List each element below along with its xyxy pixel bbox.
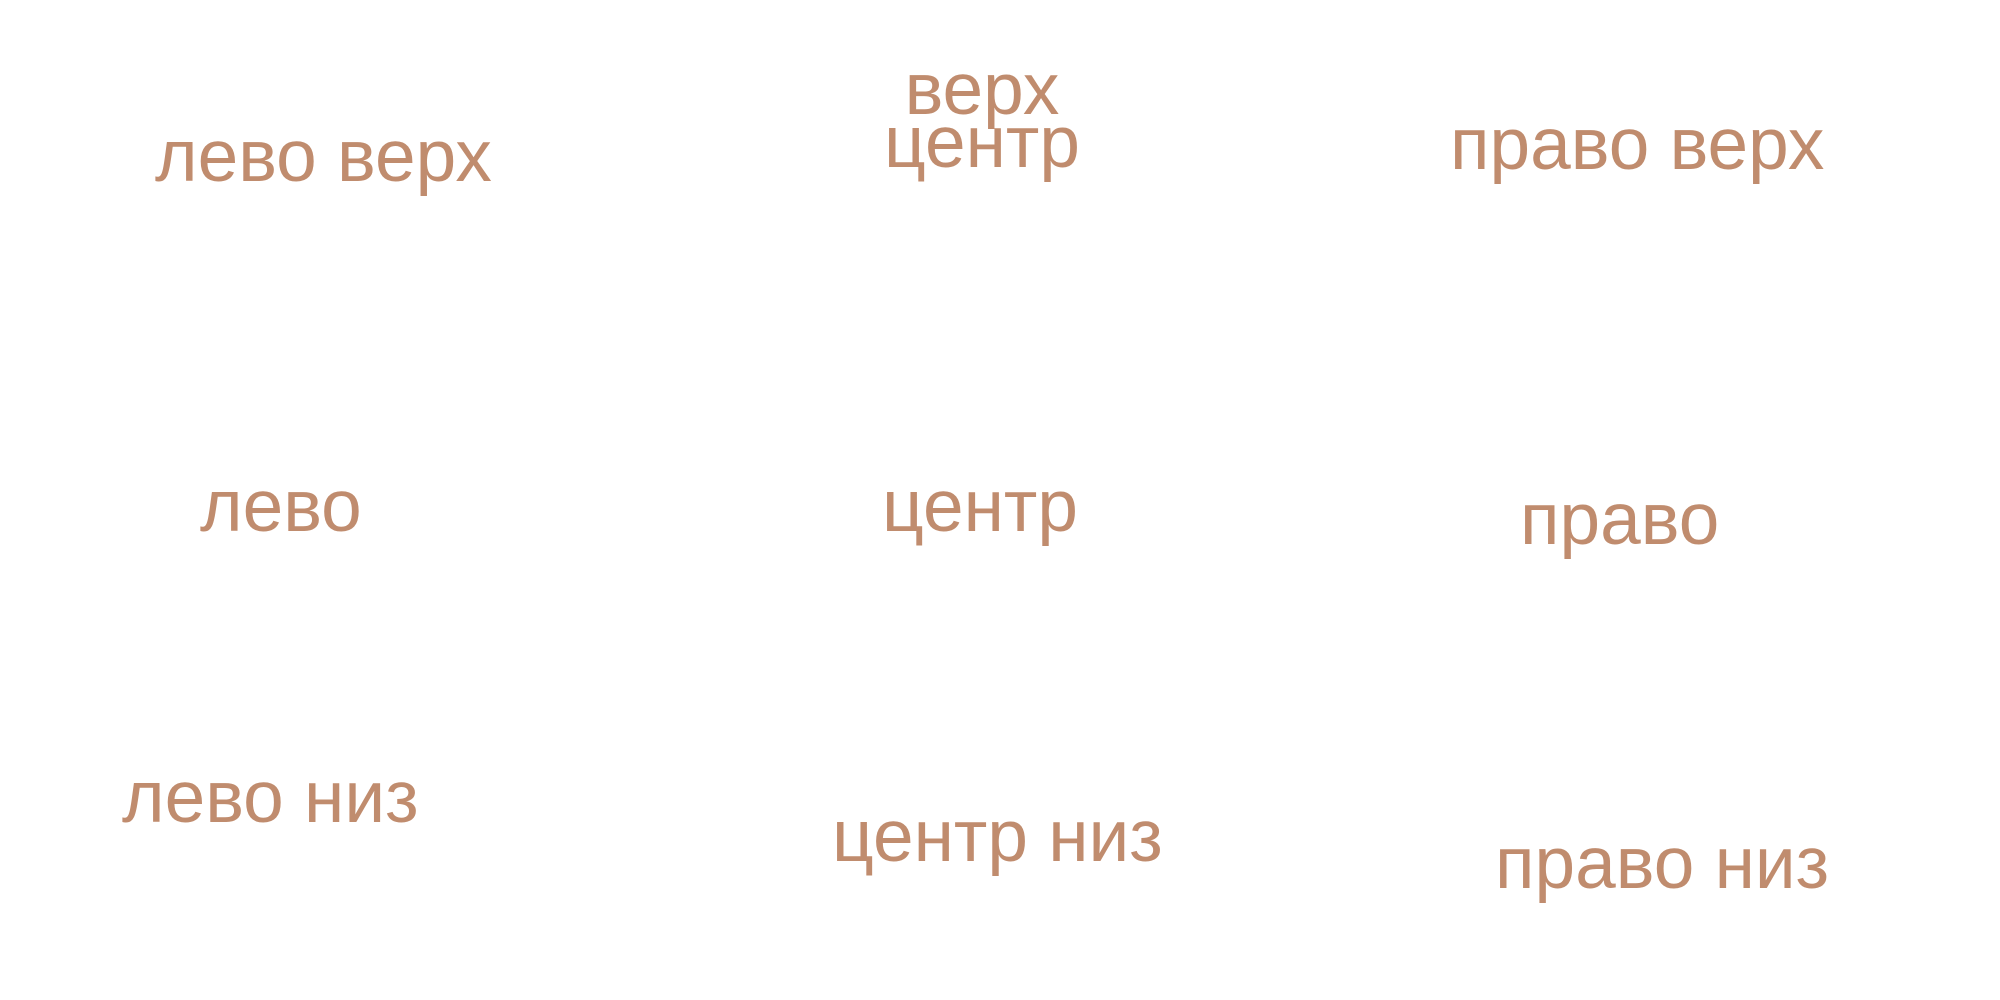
label-right-top: право верх: [1450, 104, 1825, 185]
label-left: лево: [200, 466, 362, 547]
label-center: центр: [882, 466, 1078, 547]
label-center-top: верх центр: [877, 49, 1087, 183]
label-left-top: лево верх: [155, 116, 492, 197]
label-left-bottom: лево низ: [122, 757, 419, 838]
label-center-bottom: центр низ: [832, 796, 1163, 877]
label-center-top-upper: верх: [904, 49, 1060, 130]
label-right: право: [1520, 479, 1720, 560]
label-center-top-lower: центр: [884, 101, 1080, 183]
label-right-bottom: право низ: [1495, 823, 1830, 904]
